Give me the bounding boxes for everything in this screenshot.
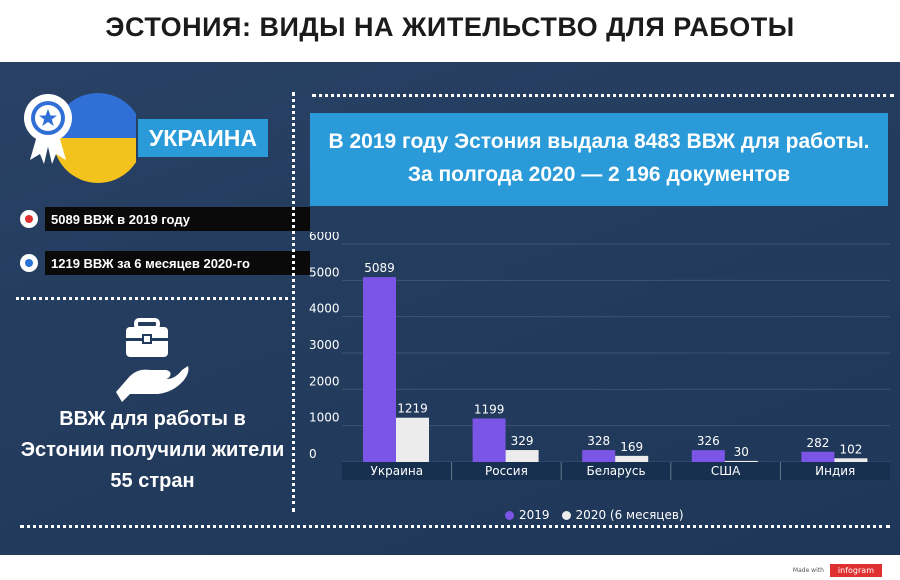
bar-2020 [834, 458, 868, 462]
x-tick-label: Индия [815, 464, 855, 478]
bar-2019 [691, 450, 725, 462]
country-label: УКРАИНА [138, 119, 268, 157]
data-label: 5089 [364, 261, 395, 275]
made-with-text: Made with [792, 566, 824, 574]
bar-2019 [801, 451, 835, 462]
dotted-divider [292, 92, 295, 512]
dotted-divider [20, 525, 890, 528]
stat-row-2019: 5089 ВВЖ в 2019 году [20, 206, 310, 232]
x-axis-band [342, 462, 890, 480]
data-label: 282 [806, 436, 829, 450]
red-dot-icon [20, 210, 38, 228]
blue-dot-icon [20, 254, 38, 272]
stat-text: 1219 ВВЖ за 6 месяцев 2020-го [45, 251, 310, 275]
bar-2019 [472, 418, 506, 462]
bar-2020 [724, 460, 758, 462]
data-label: 169 [620, 440, 643, 454]
dotted-divider [312, 94, 894, 97]
data-label: 30 [734, 445, 749, 459]
x-tick-label: Россия [485, 464, 528, 478]
stat-row-2020: 1219 ВВЖ за 6 месяцев 2020-го [20, 250, 310, 276]
stat-text: 5089 ВВЖ в 2019 году [45, 207, 310, 231]
bar-2020 [396, 417, 429, 462]
y-tick-label: 1000 [309, 411, 340, 425]
bar-2019 [582, 450, 616, 462]
legend-label: 2020 (6 месяцев) [575, 508, 684, 522]
legend-label: 2019 [519, 508, 550, 522]
legend-swatch [505, 510, 514, 520]
legend-swatch [561, 510, 571, 520]
chart-legend: 2019 2020 (6 месяцев) [505, 506, 696, 524]
y-tick-label: 3000 [309, 338, 340, 352]
y-tick-label: 5000 [309, 265, 340, 279]
x-tick-label: США [711, 464, 741, 478]
ukraine-flag-badge-icon [24, 93, 136, 183]
briefcase-hand-icon [116, 318, 189, 402]
footer-credit: Made with infogram [793, 562, 882, 578]
bar-2020 [505, 450, 539, 462]
data-label: 328 [587, 434, 610, 448]
data-label: 329 [511, 434, 534, 448]
legend-item-2019: 2019 [505, 508, 550, 522]
bar-2020 [615, 455, 649, 462]
x-tick-label: Украина [371, 464, 424, 478]
legend-item-2020: 2020 (6 месяцев) [561, 508, 684, 522]
y-tick-label: 4000 [309, 302, 340, 316]
infographic-panel: УКРАИНА 5089 ВВЖ в 2019 году 1219 ВВЖ за… [0, 62, 900, 555]
data-label: 326 [697, 434, 720, 448]
x-tick-label: Беларусь [586, 464, 645, 478]
headline-banner: В 2019 году Эстония выдала 8483 ВВЖ для … [310, 113, 888, 206]
left-caption: ВВЖ для работы в Эстонии получили жители… [20, 408, 285, 492]
y-tick-label: 6000 [309, 232, 340, 243]
brand-badge: infogram [829, 563, 882, 577]
y-tick-label: 0 [309, 447, 317, 461]
bar-2019 [363, 277, 396, 462]
y-tick-label: 2000 [309, 374, 340, 388]
page-title: ЭСТОНИЯ: ВИДЫ НА ЖИТЕЛЬСТВО ДЛЯ РАБОТЫ [105, 12, 795, 42]
data-label: 1199 [474, 402, 505, 416]
dotted-divider [16, 297, 288, 300]
data-label: 1219 [397, 402, 428, 416]
data-label: 102 [839, 442, 862, 456]
bar-chart: 0 1000 2000 3000 4000 5000 6000 Украина 5089 1219… [309, 232, 890, 480]
